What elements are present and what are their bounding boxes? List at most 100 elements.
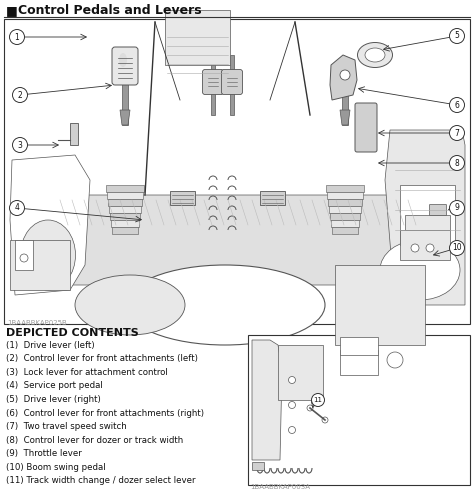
Polygon shape [252,340,282,460]
Bar [211,55,215,115]
Polygon shape [120,110,130,125]
Circle shape [12,138,27,152]
Bar [248,335,470,485]
Text: 10: 10 [452,244,462,252]
Ellipse shape [75,275,185,335]
Bar [170,191,195,205]
Bar [330,213,360,220]
Polygon shape [45,195,430,285]
Circle shape [449,241,465,255]
Bar [329,206,361,213]
Circle shape [322,417,328,423]
Circle shape [20,254,28,262]
Bar [327,192,363,199]
FancyBboxPatch shape [202,70,224,95]
Ellipse shape [125,265,325,345]
FancyBboxPatch shape [429,205,447,215]
Text: (9)  Throttle lever: (9) Throttle lever [6,449,82,458]
Bar [405,215,450,230]
Circle shape [449,155,465,171]
Bar [278,345,323,400]
Polygon shape [10,155,90,295]
Circle shape [289,401,295,409]
Bar [108,199,142,206]
Bar [110,213,140,220]
Bar [165,10,230,65]
Text: (3)  Lock lever for attachment control: (3) Lock lever for attachment control [6,368,168,377]
Text: 1BAABBKAP025B: 1BAABBKAP025B [7,320,67,326]
Text: 8: 8 [455,159,459,168]
Bar [331,220,359,227]
Bar [4,19,470,324]
Bar [400,185,455,245]
Circle shape [307,405,313,411]
Text: 7: 7 [455,129,459,138]
Text: 2: 2 [18,91,22,100]
Bar [260,191,285,205]
Bar [15,240,33,270]
Text: (7)  Two travel speed switch: (7) Two travel speed switch [6,422,127,431]
Bar [106,185,144,192]
Circle shape [289,426,295,433]
Polygon shape [330,55,357,100]
Ellipse shape [119,53,127,67]
Bar [122,65,128,125]
Circle shape [449,98,465,112]
Bar [107,192,143,199]
Ellipse shape [380,240,460,300]
Ellipse shape [357,42,392,68]
Bar [342,65,348,125]
Circle shape [449,126,465,141]
Text: 3: 3 [18,141,22,149]
Ellipse shape [20,220,75,290]
FancyBboxPatch shape [112,47,138,85]
Bar [328,199,362,206]
Text: (8)  Control lever for dozer or track width: (8) Control lever for dozer or track wid… [6,435,183,445]
Text: (1)  Drive lever (left): (1) Drive lever (left) [6,341,95,350]
Circle shape [340,70,350,80]
Bar [340,350,378,375]
Circle shape [449,201,465,215]
Text: (2)  Control lever for front attachments (left): (2) Control lever for front attachments … [6,354,198,363]
Circle shape [9,30,25,44]
Bar [252,462,264,470]
Circle shape [311,393,325,407]
Text: DEPICTED CONTENTS: DEPICTED CONTENTS [6,328,139,338]
Text: 9: 9 [455,204,459,212]
Text: 11: 11 [313,397,322,403]
Bar [111,220,139,227]
Text: ■: ■ [6,4,18,17]
FancyBboxPatch shape [355,103,377,152]
Bar [112,227,138,234]
Text: (11) Track width change / dozer select lever: (11) Track width change / dozer select l… [6,476,195,485]
Bar [400,230,450,260]
Bar [230,55,234,115]
Text: (10) Boom swing pedal: (10) Boom swing pedal [6,462,106,471]
Text: 6: 6 [455,101,459,109]
Bar [326,185,364,192]
Text: Control Pedals and Levers: Control Pedals and Levers [18,4,201,17]
Bar [332,227,358,234]
Circle shape [449,29,465,43]
Polygon shape [340,110,350,125]
Text: (4)  Service port pedal: (4) Service port pedal [6,382,103,390]
Circle shape [426,244,434,252]
Text: (6)  Control lever for front attachments (right): (6) Control lever for front attachments … [6,409,204,418]
Text: 4: 4 [15,204,19,212]
Text: 5: 5 [455,32,459,40]
FancyBboxPatch shape [221,70,243,95]
Circle shape [9,201,25,215]
Text: 1: 1 [15,33,19,41]
Circle shape [387,352,403,368]
Bar [340,337,378,355]
Text: 1BAABBKAP003A: 1BAABBKAP003A [250,484,310,490]
Circle shape [411,244,419,252]
Bar [10,240,70,290]
Circle shape [289,377,295,384]
Bar [335,265,425,345]
Circle shape [12,87,27,103]
Bar [70,123,78,145]
Ellipse shape [365,48,385,62]
Bar [109,206,141,213]
Text: (5)  Drive lever (right): (5) Drive lever (right) [6,395,101,404]
